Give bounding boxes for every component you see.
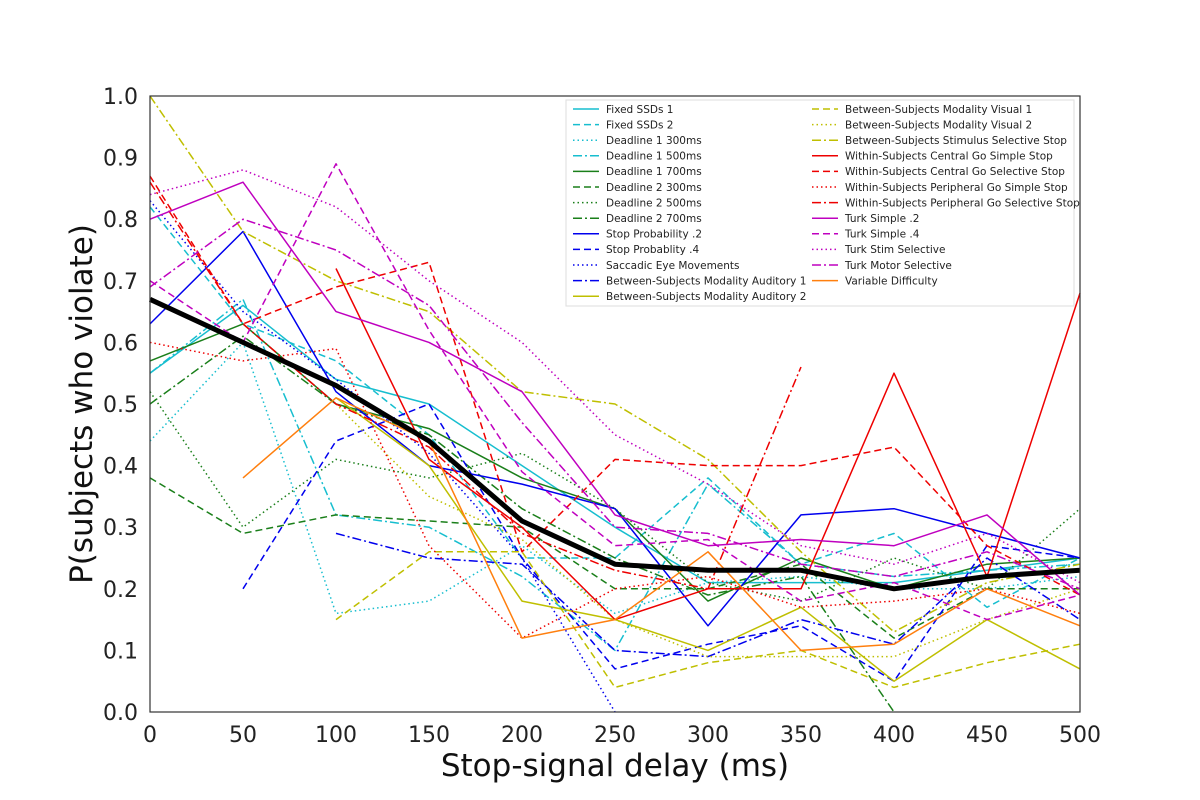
legend-entry-label: Turk Simple .4 (844, 229, 920, 241)
y-tick-label: 0.8 (103, 208, 138, 233)
mean-line (148, 297, 1081, 592)
series-line-0 (149, 304, 1081, 584)
legend-entry-label: Deadline 1 700ms (606, 166, 702, 178)
legend-entry-label: Deadline 2 300ms (606, 182, 702, 194)
y-tick-label: 0.9 (103, 147, 138, 172)
series-line-11 (335, 532, 1081, 658)
y-tick-label: 0.1 (103, 639, 138, 664)
x-tick-label: 150 (408, 723, 450, 748)
legend-entry-label: Deadline 1 300ms (606, 135, 702, 147)
series-line-18 (149, 341, 1081, 639)
legend-entry-label: Fixed SSDs 2 (606, 119, 673, 131)
x-tick-label: 350 (780, 723, 822, 748)
series-line-1 (149, 206, 1081, 609)
x-tick-label: 0 (143, 723, 157, 748)
legend-entry-label: Between-Subjects Modality Auditory 2 (606, 291, 806, 303)
legend-entry-label: Variable Difficulty (845, 275, 938, 287)
y-tick-label: 0.3 (103, 516, 138, 541)
legend-entry-label: Between-Subjects Modality Visual 2 (845, 119, 1032, 131)
series-line-8 (149, 230, 1081, 627)
x-tick-label: 100 (315, 723, 357, 748)
series-line-24 (242, 397, 1081, 652)
series-line-9 (242, 403, 1081, 682)
legend-entry-label: Stop Probability .2 (606, 229, 702, 241)
series-line-2 (149, 341, 1081, 615)
series-line-3 (149, 298, 1081, 652)
y-axis-title: P(subjects who violate) (64, 224, 100, 584)
x-tick-label: 450 (966, 723, 1008, 748)
legend-entry-label: Fixed SSDs 1 (606, 104, 673, 116)
x-tick-labels: 0 50 100 150 200 250 300 350 400 450 500 (143, 723, 1101, 748)
legend-entry-label: Within-Subjects Peripheral Go Selective … (845, 197, 1080, 209)
y-tick-labels: 0.0 0.1 0.2 0.3 0.4 0.5 0.6 0.7 0.8 0.9 1.0 (103, 85, 138, 726)
legend-entry-label: Between-Subjects Stimulus Selective Stop (845, 135, 1067, 147)
series-line-19 (149, 181, 802, 590)
x-tick-label: 300 (687, 723, 729, 748)
series-line-6 (149, 391, 1081, 602)
legend-entry-label: Stop Probablity .4 (606, 244, 699, 256)
legend-entry-label: Deadline 2 700ms (606, 213, 702, 225)
legend-entry-label: Within-Subjects Peripheral Go Simple Sto… (845, 182, 1068, 194)
series-line-14 (335, 403, 1081, 658)
series-layer (148, 95, 1081, 712)
series-line-21 (149, 163, 1081, 621)
legend-entry-label: Turk Simple .2 (844, 213, 919, 225)
x-axis-title: Stop-signal delay (ms) (441, 748, 789, 784)
y-tick-label: 0.2 (103, 578, 138, 603)
legend-entry-label: Turk Motor Selective (844, 260, 952, 272)
series-line-5 (149, 477, 1080, 639)
x-tick-label: 250 (594, 723, 636, 748)
series-line-12 (335, 397, 1081, 682)
y-tick-label: 0.0 (103, 701, 138, 726)
series-line-15 (149, 95, 1081, 633)
series-line-17 (149, 175, 1081, 596)
legend-entry-label: Deadline 2 500ms (606, 197, 702, 209)
x-tick-label: 50 (229, 723, 257, 748)
y-tick-label: 0.6 (103, 331, 138, 356)
x-tick-label: 500 (1059, 723, 1101, 748)
legend-entry-label: Turk Stim Selective (844, 244, 945, 256)
legend-entry-label: Between-Subjects Modality Visual 1 (845, 104, 1032, 116)
series-line-13 (335, 551, 1081, 689)
legend-entry-label: Within-Subjects Central Go Simple Stop (845, 151, 1053, 163)
plot-frame (149, 95, 1081, 713)
legend-entry-label: Deadline 1 500ms (606, 151, 702, 163)
y-tick-label: 1.0 (103, 85, 138, 110)
y-tick-label: 0.4 (103, 455, 138, 480)
legend-entry-label: Between-Subjects Modality Auditory 1 (606, 275, 806, 287)
series-line-22 (149, 169, 1081, 584)
y-tick-label: 0.5 (103, 393, 138, 418)
legend: Fixed SSDs 1 Fixed SSDs 2 Deadline 1 300ms… (565, 99, 1080, 307)
y-tick-label: 0.7 (103, 270, 138, 295)
legend-entry-label: Within-Subjects Central Go Selective Sto… (845, 166, 1065, 178)
legend-entry-label: Saccadic Eye Movements (606, 260, 740, 272)
series-line-20 (149, 181, 1081, 596)
x-tick-label: 400 (873, 723, 915, 748)
x-tick-label: 200 (501, 723, 543, 748)
